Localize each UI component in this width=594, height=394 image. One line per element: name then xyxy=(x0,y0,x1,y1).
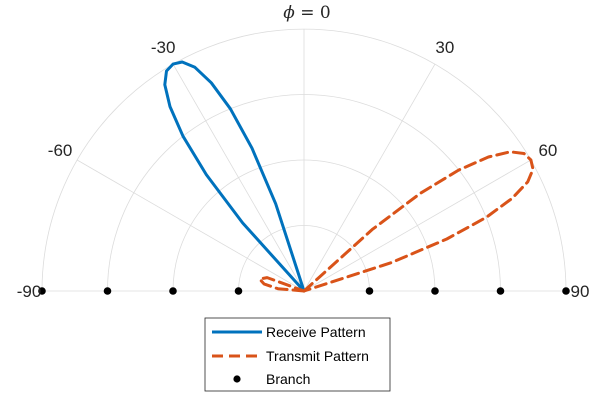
grid-spoke-30 xyxy=(303,63,436,292)
theta-tick-label: -90 xyxy=(17,282,42,301)
theta-tick-labels: -90 -60 -30 30 60 90 xyxy=(17,38,590,301)
theta-tick-label: 30 xyxy=(435,38,454,57)
theta-tick-label: 90 xyxy=(571,282,590,301)
branch-point xyxy=(496,287,505,295)
legend-label-branch: Branch xyxy=(266,371,310,387)
title-symbol: ϕ xyxy=(283,3,295,23)
branch-point xyxy=(234,287,243,295)
grid-spoke--30 xyxy=(172,63,305,292)
grid-spoke--60 xyxy=(76,159,305,292)
legend-label-transmit: Transmit Pattern xyxy=(266,348,369,364)
branch-point xyxy=(38,287,46,295)
branch-point xyxy=(365,287,374,295)
theta-tick-label: -60 xyxy=(48,141,73,160)
transmit-pattern-line xyxy=(302,150,535,293)
branch-point xyxy=(431,287,439,295)
branch-point xyxy=(103,287,112,295)
legend-swatch-branch xyxy=(233,375,241,383)
chart-title: ϕ = 0 xyxy=(283,3,330,23)
branch-point xyxy=(169,287,177,295)
theta-tick-label: -30 xyxy=(151,38,176,57)
series-layer xyxy=(38,60,570,295)
transmit-sidelobe-line xyxy=(258,276,306,293)
polar-grid xyxy=(41,28,567,292)
branch-point xyxy=(562,287,570,295)
legend: Receive Pattern Transmit Pattern Branch xyxy=(204,317,391,392)
legend-label-receive: Receive Pattern xyxy=(266,324,366,340)
theta-tick-label: 60 xyxy=(538,141,557,160)
receive-pattern-line xyxy=(163,60,306,293)
title-value: = 0 xyxy=(295,3,331,23)
grid-spoke-60 xyxy=(303,159,532,292)
